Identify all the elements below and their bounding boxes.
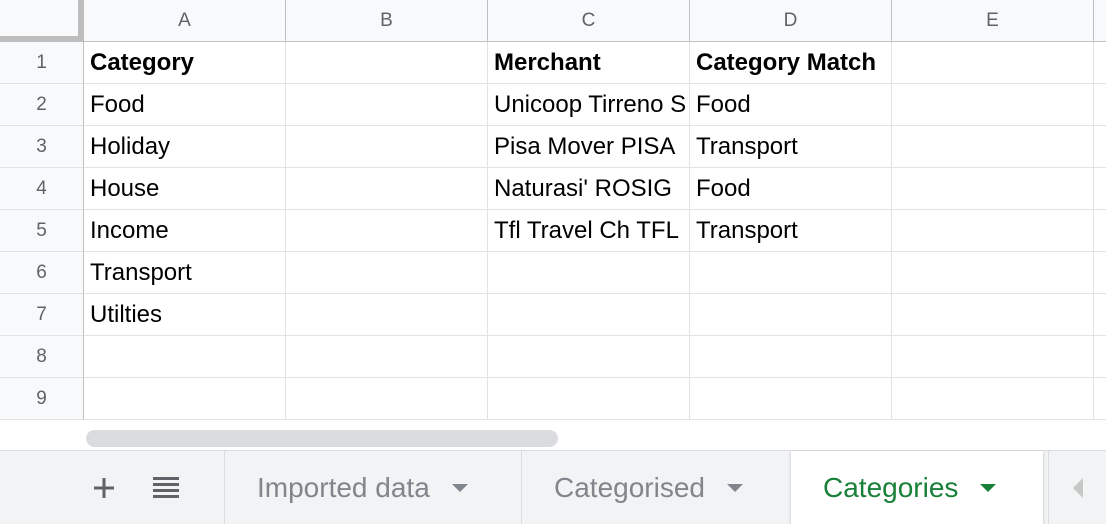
cell-f2[interactable] <box>1094 84 1106 126</box>
cell-a5[interactable]: Income <box>84 210 286 252</box>
cell-d2[interactable]: Food <box>690 84 892 126</box>
plus-icon <box>94 478 114 498</box>
cell-e7[interactable] <box>892 294 1094 336</box>
cell-a4[interactable]: House <box>84 168 286 210</box>
cell-c2[interactable]: Unicoop Tirreno S <box>488 84 690 126</box>
cell-b6[interactable] <box>286 252 488 294</box>
cell-e9[interactable] <box>892 378 1094 420</box>
cell-f4[interactable] <box>1094 168 1106 210</box>
row-header-4[interactable]: 4 <box>0 168 84 210</box>
sheet-tab-label: Categorised <box>554 471 705 503</box>
cell-b1[interactable] <box>286 42 488 84</box>
row-header-1[interactable]: 1 <box>0 42 84 84</box>
column-header-b[interactable]: B <box>286 0 488 42</box>
row-header-3[interactable]: 3 <box>0 126 84 168</box>
cell-c6[interactable] <box>488 252 690 294</box>
cell-f5[interactable] <box>1094 210 1106 252</box>
sheet-tab-categories[interactable]: Categories <box>791 451 1043 524</box>
cell-f6[interactable] <box>1094 252 1106 294</box>
column-header-a[interactable]: A <box>84 0 286 42</box>
cell-f7[interactable] <box>1094 294 1106 336</box>
cell-b4[interactable] <box>286 168 488 210</box>
cell-b5[interactable] <box>286 210 488 252</box>
cell-b7[interactable] <box>286 294 488 336</box>
cell-b8[interactable] <box>286 336 488 378</box>
cell-d1[interactable]: Category Match <box>690 42 892 84</box>
cell-c9[interactable] <box>488 378 690 420</box>
select-all-corner[interactable] <box>0 0 84 42</box>
dropdown-caret-icon[interactable] <box>980 483 997 492</box>
tab-divider <box>521 451 522 524</box>
cell-a8[interactable] <box>84 336 286 378</box>
cell-c7[interactable] <box>488 294 690 336</box>
cell-d7[interactable] <box>690 294 892 336</box>
sheet-tab-label: Categories <box>823 471 959 503</box>
cell-d4[interactable]: Food <box>690 168 892 210</box>
cell-f1[interactable] <box>1094 42 1106 84</box>
cell-d8[interactable] <box>690 336 892 378</box>
freeze-handle-horizontal[interactable] <box>0 36 84 42</box>
column-header-d[interactable]: D <box>690 0 892 42</box>
row-header-6[interactable]: 6 <box>0 252 84 294</box>
add-sheet-button[interactable] <box>86 470 122 506</box>
all-sheets-button[interactable] <box>148 470 184 506</box>
column-header-e[interactable]: E <box>892 0 1094 42</box>
cell-c1[interactable]: Merchant <box>488 42 690 84</box>
cell-e6[interactable] <box>892 252 1094 294</box>
sheet-tab-categorised[interactable]: Categorised <box>522 451 790 524</box>
cell-e4[interactable] <box>892 168 1094 210</box>
cell-a2[interactable]: Food <box>84 84 286 126</box>
column-header-f-partial[interactable] <box>1094 0 1106 42</box>
triangle-left-icon <box>1072 477 1083 498</box>
cell-a7[interactable]: Utilties <box>84 294 286 336</box>
cell-c3[interactable]: Pisa Mover PISA <box>488 126 690 168</box>
cell-b3[interactable] <box>286 126 488 168</box>
row-header-2[interactable]: 2 <box>0 84 84 126</box>
dropdown-caret-icon[interactable] <box>451 483 468 492</box>
cell-c4[interactable]: Naturasi' ROSIG <box>488 168 690 210</box>
cell-d5[interactable]: Transport <box>690 210 892 252</box>
cell-a9[interactable] <box>84 378 286 420</box>
list-icon <box>153 477 179 498</box>
cell-e8[interactable] <box>892 336 1094 378</box>
row-header-9[interactable]: 9 <box>0 378 84 420</box>
cell-e5[interactable] <box>892 210 1094 252</box>
cell-a1[interactable]: Category <box>84 42 286 84</box>
cell-e2[interactable] <box>892 84 1094 126</box>
cell-a3[interactable]: Holiday <box>84 126 286 168</box>
tab-divider <box>224 451 225 524</box>
cell-d6[interactable] <box>690 252 892 294</box>
horizontal-scrollbar-thumb[interactable] <box>86 430 558 447</box>
cell-e3[interactable] <box>892 126 1094 168</box>
cell-c5[interactable]: Tfl Travel Ch TFL <box>488 210 690 252</box>
cell-c8[interactable] <box>488 336 690 378</box>
row-header-5[interactable]: 5 <box>0 210 84 252</box>
cell-d9[interactable] <box>690 378 892 420</box>
row-header-7[interactable]: 7 <box>0 294 84 336</box>
sheet-tab-label: Imported data <box>257 471 430 503</box>
cell-b9[interactable] <box>286 378 488 420</box>
scroll-tabs-left-button[interactable] <box>1048 451 1106 524</box>
sheet-tab-imported-data[interactable]: Imported data <box>225 451 521 524</box>
column-header-c[interactable]: C <box>488 0 690 42</box>
row-header-8[interactable]: 8 <box>0 336 84 378</box>
cell-f3[interactable] <box>1094 126 1106 168</box>
cell-a6[interactable]: Transport <box>84 252 286 294</box>
cell-b2[interactable] <box>286 84 488 126</box>
cell-d3[interactable]: Transport <box>690 126 892 168</box>
cell-f9[interactable] <box>1094 378 1106 420</box>
dropdown-caret-icon[interactable] <box>726 483 743 492</box>
cell-f8[interactable] <box>1094 336 1106 378</box>
freeze-handle-vertical[interactable] <box>78 0 84 42</box>
cell-e1[interactable] <box>892 42 1094 84</box>
